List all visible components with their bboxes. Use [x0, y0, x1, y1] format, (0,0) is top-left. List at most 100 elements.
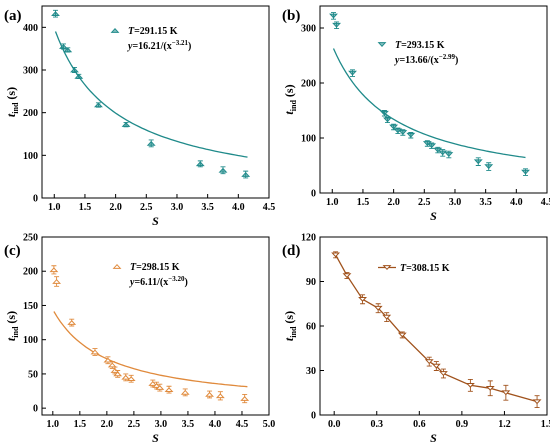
legend: T=293.15 K y=13.66/(x−2.99)	[377, 40, 458, 66]
data-point	[215, 393, 225, 399]
data-point	[398, 130, 408, 136]
legend-marker	[112, 263, 122, 269]
legend-equation: y=6.11/(x−3.20)	[129, 275, 188, 288]
x-tick-label: 3.0	[155, 419, 168, 430]
legend: T=308.15 K	[378, 263, 450, 274]
data-point	[113, 371, 123, 377]
data-point	[484, 164, 494, 170]
x-tick-label: 2.5	[128, 419, 141, 430]
plot-frame	[41, 236, 270, 416]
y-tick-label: 0	[311, 411, 316, 422]
y-tick-label: 100	[23, 335, 38, 346]
y-tick-label: 200	[301, 79, 316, 90]
y-tick-label: 100	[301, 134, 316, 145]
data-point	[63, 47, 73, 53]
plot-frame	[41, 5, 270, 199]
y-axis-symbol: t	[282, 111, 296, 115]
y-tick-label: 400	[23, 23, 38, 34]
x-tick-label: 5.0	[263, 419, 276, 430]
data-point	[501, 390, 511, 396]
data-point	[240, 396, 250, 401]
chart-panel-1: 1.0 1.5 2.0 2.5 3.0 3.5 4.0 4.5 0 100 200 300 400(a)…	[4, 5, 275, 228]
x-axis-title: S	[430, 431, 437, 445]
x-tick-label: 4.5	[236, 419, 249, 430]
data-point	[406, 132, 416, 138]
data-point	[329, 13, 338, 19]
x-axis-title: S	[152, 214, 159, 228]
legend-t-value: =293.15 K	[401, 40, 445, 51]
legend-temperature: T=293.15 K	[395, 40, 445, 51]
legend-temperature: T=308.15 K	[400, 263, 450, 274]
x-tick-label: 0.9	[456, 419, 469, 430]
x-axis-title: S	[430, 209, 437, 223]
data-point	[439, 371, 448, 377]
y-tick-label: 200	[23, 267, 38, 278]
data-point	[195, 161, 205, 167]
legend-equation: y=13.66/(x−2.99)	[394, 53, 458, 66]
data-point	[126, 376, 136, 382]
y-tick-label: 60	[306, 322, 316, 333]
x-tick-label: 2.5	[418, 197, 431, 208]
panel-label: (c)	[4, 243, 21, 259]
legend-t-symbol: T	[130, 262, 137, 273]
data-point	[94, 102, 103, 108]
x-tick-label: 2.0	[387, 197, 400, 208]
data-point	[52, 278, 62, 284]
y-tick-label: 0	[311, 189, 316, 200]
x-tick-label: 4.0	[209, 419, 222, 430]
data-point	[70, 67, 79, 73]
x-tick-label: 0.6	[413, 419, 426, 430]
equation-y-symbol: y	[129, 277, 135, 288]
x-tick-label: 1.0	[326, 197, 339, 208]
data-point	[342, 273, 352, 279]
legend: T=298.15 K y=6.11/(x−3.20)	[112, 262, 188, 288]
legend-t-value: =308.15 K	[406, 263, 450, 274]
legend: T=291.15 K y=16.21/(x−3.21)	[110, 26, 191, 52]
data-point	[241, 171, 251, 177]
data-point	[389, 124, 399, 130]
data-point	[121, 374, 131, 380]
legend-t-value: =298.15 K	[136, 262, 180, 273]
y-axis-symbol: t	[4, 337, 18, 341]
y-tick-label: 250	[23, 233, 38, 244]
data-point	[103, 357, 113, 363]
equation-exponent: −3.20	[168, 275, 185, 283]
y-axis-unit: (s)	[4, 311, 18, 327]
legend-t-value: =291.15 K	[134, 26, 178, 37]
data-point	[107, 362, 117, 368]
equation-y-symbol: y	[394, 55, 400, 66]
x-tick-label: 0.0	[328, 419, 341, 430]
panel-label: (d)	[282, 243, 300, 259]
data-point	[218, 167, 228, 173]
x-tick-label: 1.5	[79, 202, 92, 213]
data-point	[427, 143, 437, 149]
y-axis-unit: (s)	[282, 84, 296, 100]
y-tick-label: 300	[301, 24, 316, 35]
equation-y-symbol: y	[127, 41, 133, 52]
data-point	[331, 252, 341, 258]
legend-marker	[382, 265, 392, 271]
y-tick-label: 150	[23, 301, 38, 312]
data-point	[521, 169, 530, 175]
y-tick-label: 0	[33, 404, 38, 415]
x-tick-label: 4.0	[510, 197, 523, 208]
data-point	[433, 147, 443, 153]
y-axis-subscript: ind	[289, 100, 298, 112]
legend-temperature: T=298.15 K	[130, 262, 180, 273]
y-tick-label: 90	[306, 277, 316, 288]
x-tick-label: 1.5	[74, 419, 87, 430]
y-tick-label: 300	[23, 66, 38, 77]
y-axis-title: tind (s)	[282, 311, 298, 341]
y-tick-label: 0	[33, 194, 38, 205]
legend-equation: y=16.21/(x−3.21)	[127, 39, 191, 52]
y-axis-title: tind (s)	[282, 84, 298, 114]
data-point	[74, 73, 84, 79]
x-tick-label: 1.0	[48, 202, 61, 213]
data-point	[373, 305, 383, 311]
legend-t-symbol: T	[128, 26, 135, 37]
data-point	[164, 387, 174, 392]
plot-frame	[319, 5, 548, 194]
equation-body: =16.21/(x	[132, 41, 171, 52]
